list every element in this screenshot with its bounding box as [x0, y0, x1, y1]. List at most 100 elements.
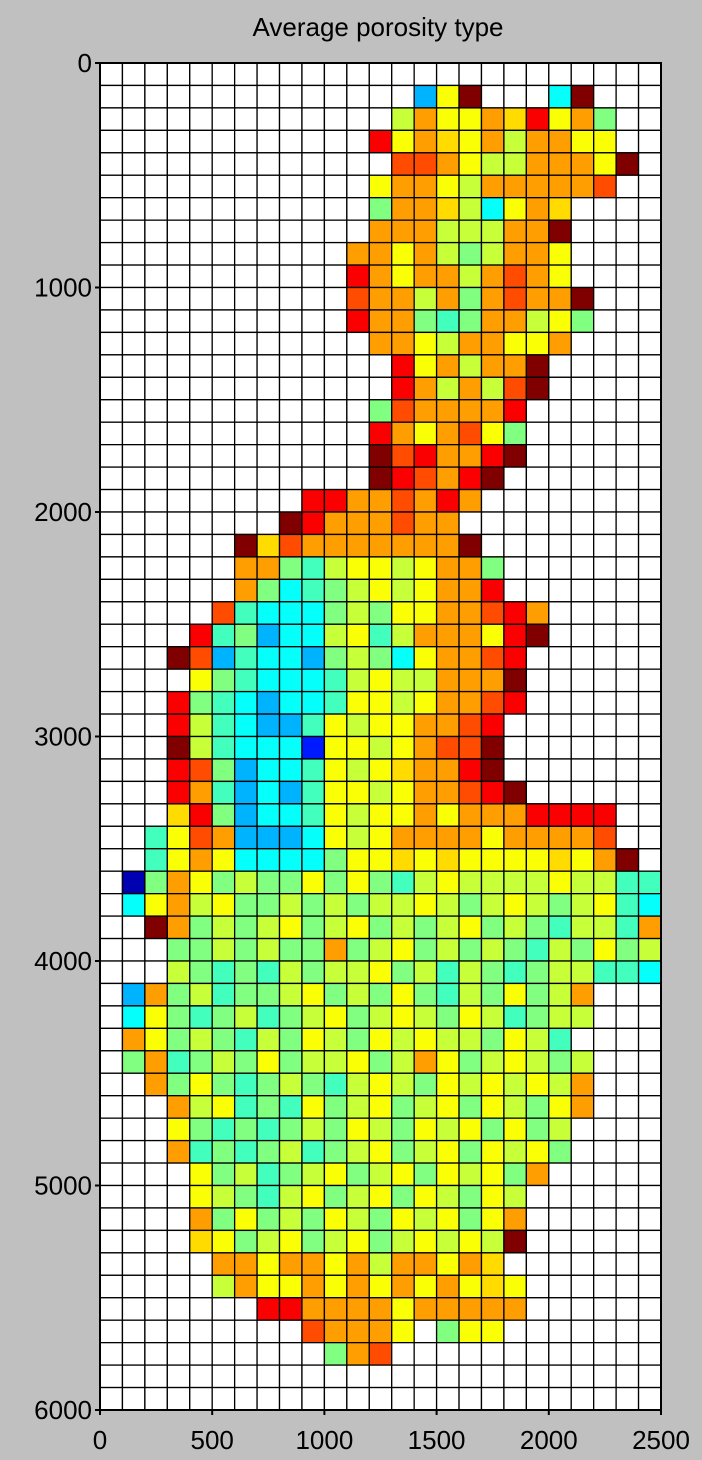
cell	[301, 1229, 326, 1254]
cell	[278, 870, 303, 895]
empty-cell	[256, 399, 281, 423]
cell	[278, 915, 303, 940]
empty-cell	[166, 197, 191, 221]
cell	[503, 331, 528, 356]
empty-cell	[121, 780, 146, 805]
cell	[435, 690, 460, 715]
empty-cell	[189, 152, 213, 176]
cell	[458, 286, 483, 311]
cell	[525, 107, 550, 132]
cell	[368, 915, 393, 940]
cell	[593, 870, 617, 895]
cell	[637, 893, 662, 917]
empty-cell	[166, 421, 191, 446]
cell	[368, 129, 393, 154]
cell	[368, 1319, 393, 1344]
cell	[435, 1117, 460, 1142]
cell	[413, 107, 438, 132]
x-tick-label: 0	[93, 1425, 107, 1455]
cell	[593, 848, 617, 872]
cell	[503, 399, 528, 423]
cell	[503, 241, 528, 266]
empty-cell	[368, 354, 393, 378]
cell	[278, 1005, 303, 1030]
cell	[435, 1027, 460, 1052]
empty-cell	[256, 511, 281, 536]
cell	[548, 937, 572, 962]
cell	[503, 982, 528, 1007]
cell	[301, 1117, 326, 1142]
cell	[301, 1027, 326, 1052]
cell	[166, 870, 191, 895]
cell	[301, 1274, 326, 1299]
empty-cell	[99, 937, 124, 962]
cell	[368, 174, 393, 199]
cell	[323, 578, 348, 603]
empty-cell	[593, 1117, 617, 1142]
empty-cell	[615, 533, 640, 558]
empty-cell	[99, 1386, 124, 1411]
cell	[368, 1297, 393, 1321]
cell	[413, 331, 438, 356]
empty-cell	[615, 556, 640, 581]
cell	[211, 982, 236, 1007]
cell	[435, 1005, 460, 1030]
empty-cell	[233, 354, 258, 378]
cell	[413, 286, 438, 311]
empty-cell	[301, 107, 326, 132]
empty-cell	[99, 1342, 124, 1366]
cell	[435, 960, 460, 985]
empty-cell	[121, 331, 146, 356]
cell	[278, 1274, 303, 1299]
cell	[413, 646, 438, 670]
cell	[593, 107, 617, 132]
cell	[435, 578, 460, 603]
cell	[548, 1005, 572, 1030]
empty-cell	[99, 690, 124, 715]
cell	[121, 1005, 146, 1030]
cell	[368, 713, 393, 738]
cell	[413, 556, 438, 581]
empty-cell	[211, 443, 236, 468]
empty-cell	[637, 152, 662, 176]
cell	[166, 1095, 191, 1119]
cell	[503, 960, 528, 985]
empty-cell	[121, 1072, 146, 1097]
cell	[256, 937, 281, 962]
cell	[458, 1274, 483, 1299]
cell	[391, 1319, 415, 1344]
cell	[548, 84, 572, 109]
cell	[211, 758, 236, 783]
cell	[211, 780, 236, 805]
empty-cell	[99, 803, 124, 827]
cell	[548, 152, 572, 176]
cell	[368, 623, 393, 648]
cell	[480, 690, 505, 715]
cell	[211, 1027, 236, 1052]
empty-cell	[144, 62, 168, 87]
empty-cell	[256, 488, 281, 513]
cell	[346, 758, 370, 783]
empty-cell	[570, 1297, 595, 1321]
cell	[458, 960, 483, 985]
cell	[458, 1207, 483, 1232]
cell	[458, 982, 483, 1007]
cell	[391, 690, 415, 715]
cell	[435, 376, 460, 401]
empty-cell	[458, 1386, 483, 1411]
empty-cell	[189, 399, 213, 423]
cell	[256, 735, 281, 760]
cell	[548, 915, 572, 940]
empty-cell	[211, 286, 236, 311]
empty-cell	[189, 1364, 213, 1389]
cell	[458, 421, 483, 446]
empty-cell	[121, 421, 146, 446]
cell	[570, 937, 595, 962]
cell	[413, 937, 438, 962]
cell	[458, 780, 483, 805]
cell	[480, 241, 505, 266]
cell	[503, 152, 528, 176]
empty-cell	[570, 556, 595, 581]
cell	[346, 1342, 370, 1366]
cell	[503, 623, 528, 648]
